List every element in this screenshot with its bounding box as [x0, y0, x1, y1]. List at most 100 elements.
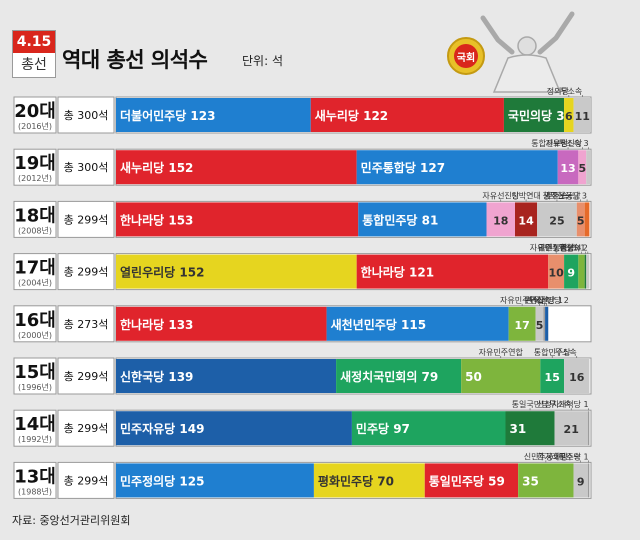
row-total: 총 299석 [64, 266, 109, 279]
row-label-box [13, 148, 57, 186]
bar-segment [545, 306, 549, 341]
bar-segment [586, 150, 591, 185]
row-total: 총 299석 [64, 474, 109, 487]
row-total-box [57, 96, 115, 134]
row-total: 총 299석 [64, 370, 109, 383]
segment-label: 민주당 97 [356, 421, 410, 436]
bar-segment [505, 411, 555, 446]
segment-label: 6 [565, 110, 573, 123]
bar-segment [351, 411, 506, 446]
segment-label: 열린우리당 152 [120, 265, 204, 280]
callout-label: 통합진보당 [531, 138, 568, 148]
chart-row: 15대(1996년) 총 299석 신한국당 139 새정치국민회의 79 50 자유민주… [13, 347, 592, 395]
segment-label: 한나라당 153 [120, 212, 193, 227]
bar-segment [356, 150, 558, 185]
callout-label: 자유민주연합 [479, 347, 524, 357]
bar-segment [518, 463, 574, 498]
segment-label: 16 [569, 371, 585, 384]
segment-label: 35 [522, 474, 539, 488]
bar-segment [336, 359, 462, 393]
segment-label: 한나라당 121 [361, 265, 434, 280]
callout-label: 정의당 [547, 86, 570, 96]
bar-segment [587, 463, 590, 498]
segment-label: 신한국당 139 [120, 369, 193, 384]
row-total-box [57, 461, 115, 499]
bar-segment [564, 254, 579, 289]
row-total-box [57, 305, 115, 343]
bar-segment [564, 98, 574, 132]
callout-label: 무소속 2 [558, 244, 588, 253]
segment-label: 17 [514, 319, 529, 332]
chart-row: 20대(2016년) 총 300석 더불어민주당 123 새누리당 122 국민의당 3… [13, 86, 592, 134]
bar-segment [313, 463, 425, 498]
callout-label: 무소속 [549, 400, 571, 409]
chart-rows: 20대(2016년) 총 300석 더불어민주당 123 새누리당 122 국민의당 3… [13, 86, 592, 499]
segment-label: 통합민주당 81 [362, 212, 438, 227]
row-total: 총 273석 [64, 318, 109, 331]
row-label-box [13, 409, 57, 447]
decoration-figure [480, 11, 575, 93]
callout-label: 한국신당 1 [526, 295, 563, 305]
row-total-box [57, 357, 115, 395]
row-label: 20대 [14, 101, 56, 122]
segment-label: 더불어민주당 123 [120, 108, 215, 123]
callout-label: 신민주공화당 [524, 451, 569, 461]
source-note: 자료: 중앙선거관리위원회 [12, 514, 131, 527]
election-badge: 4.15 총선 [12, 30, 56, 78]
bar-segment [535, 306, 544, 341]
callout-label: 무소속 [559, 452, 581, 461]
row-label-box [13, 253, 57, 291]
callout-label: 국민통합21 1 [538, 243, 585, 253]
chart-title: 역대 총선 의석수 [62, 48, 208, 72]
segment-label: 15 [545, 371, 560, 384]
segment-label: 21 [564, 423, 579, 436]
callout-label: 민주노동당 [544, 190, 581, 200]
bar-segment [358, 202, 487, 237]
bar-segment [310, 98, 504, 132]
segment-label: 5 [578, 162, 586, 175]
chart-row: 13대(1988년) 총 299석 민주정의당 125 평화민주당 70 통일민주당 5… [13, 451, 592, 499]
row-label-box [13, 200, 57, 238]
bar-segment [116, 202, 359, 237]
segment-label: 11 [575, 110, 590, 123]
bar-segment [116, 411, 352, 446]
chart-row: 16대(2000년) 총 273석 한나라당 133 새천년민주당 115 17 자유민주… [13, 295, 592, 343]
segment-label: 한나라당 133 [120, 317, 193, 332]
bar-segment [503, 98, 565, 132]
segment-label: 새천년민주당 115 [331, 317, 426, 332]
row-label: 17대 [14, 258, 56, 279]
callout-label: 민주국민당 2 [524, 295, 568, 305]
row-total-box [57, 148, 115, 186]
election-date: 4.15 [13, 31, 55, 53]
row-label: 19대 [14, 153, 56, 174]
row-label: 14대 [14, 414, 56, 435]
callout-label: 무소속 [555, 348, 577, 357]
row-label-box [13, 461, 57, 499]
segment-label: 민주통합당 127 [361, 160, 445, 175]
row-total: 총 299석 [64, 422, 109, 435]
row-year: (2012년) [18, 173, 52, 183]
election-label: 총선 [21, 57, 47, 73]
bar-segment [573, 463, 588, 498]
bar-segment [326, 306, 509, 341]
callout-label: 한겨레민주당 1 [537, 451, 589, 461]
emblem-label: 국회 [457, 51, 475, 64]
segment-label: 18 [493, 214, 508, 227]
bar-segment [461, 359, 541, 393]
bar-segment [356, 254, 549, 289]
chart-row: 17대(2004년) 총 299석 열린우리당 152 한나라당 121 10 민주노동당… [13, 243, 592, 291]
callout-label: 자유민주연합 [500, 295, 545, 305]
bar-segment [515, 202, 538, 237]
national-assembly-emblem [447, 37, 485, 75]
row-year: (1988년) [18, 486, 52, 496]
row-label: 18대 [14, 205, 56, 226]
callout-label: 창조한국당 3 [543, 190, 587, 200]
row-year: (1996년) [18, 382, 52, 392]
segment-label: 민주자유당 149 [120, 421, 204, 436]
bar-segment [548, 254, 565, 289]
bar-segment [424, 463, 519, 498]
chart-row: 19대(2012년) 총 300석 새누리당 152 민주통합당 127 13 통합진보당… [13, 138, 592, 186]
segment-label: 10 [549, 267, 565, 280]
segment-label: 국민의당 38 [508, 108, 573, 123]
